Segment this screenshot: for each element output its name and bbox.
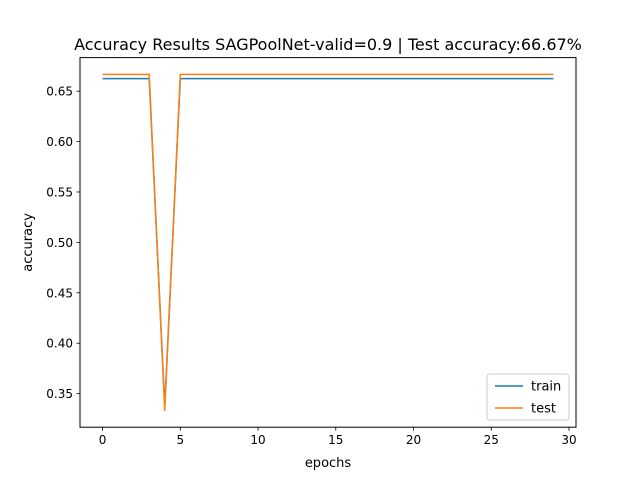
y-tick-label: 0.60 <box>46 135 73 149</box>
legend-label-test: test <box>531 402 556 417</box>
y-axis: 0.35 0.40 0.45 0.50 0.55 0.60 0.65 <box>46 85 80 401</box>
series-layer <box>102 73 554 412</box>
x-axis: 0 5 10 15 20 25 30 <box>99 427 577 447</box>
x-tick-label: 10 <box>250 433 265 447</box>
x-axis-label: epochs <box>305 456 352 471</box>
y-tick-label: 0.40 <box>46 337 73 351</box>
x-tick-label: 5 <box>176 433 184 447</box>
series-line-train <box>102 77 554 407</box>
x-tick-label: 20 <box>406 433 421 447</box>
y-tick-label: 0.35 <box>46 387 73 401</box>
y-tick-label: 0.55 <box>46 185 73 199</box>
x-tick-label: 15 <box>328 433 343 447</box>
x-tick-label: 0 <box>99 433 107 447</box>
y-tick-label: 0.65 <box>46 85 73 99</box>
y-axis-label: accuracy <box>21 213 36 272</box>
legend: train test <box>486 373 570 421</box>
legend-label-train: train <box>531 380 561 395</box>
x-tick-label: 30 <box>561 433 576 447</box>
series-line-test <box>102 73 554 412</box>
plot-frame <box>79 57 577 428</box>
chart-title: Accuracy Results SAGPoolNet-valid=0.9 | … <box>74 35 582 54</box>
x-tick-label: 25 <box>484 433 499 447</box>
y-tick-label: 0.50 <box>46 236 73 250</box>
y-tick-label: 0.45 <box>46 286 73 300</box>
